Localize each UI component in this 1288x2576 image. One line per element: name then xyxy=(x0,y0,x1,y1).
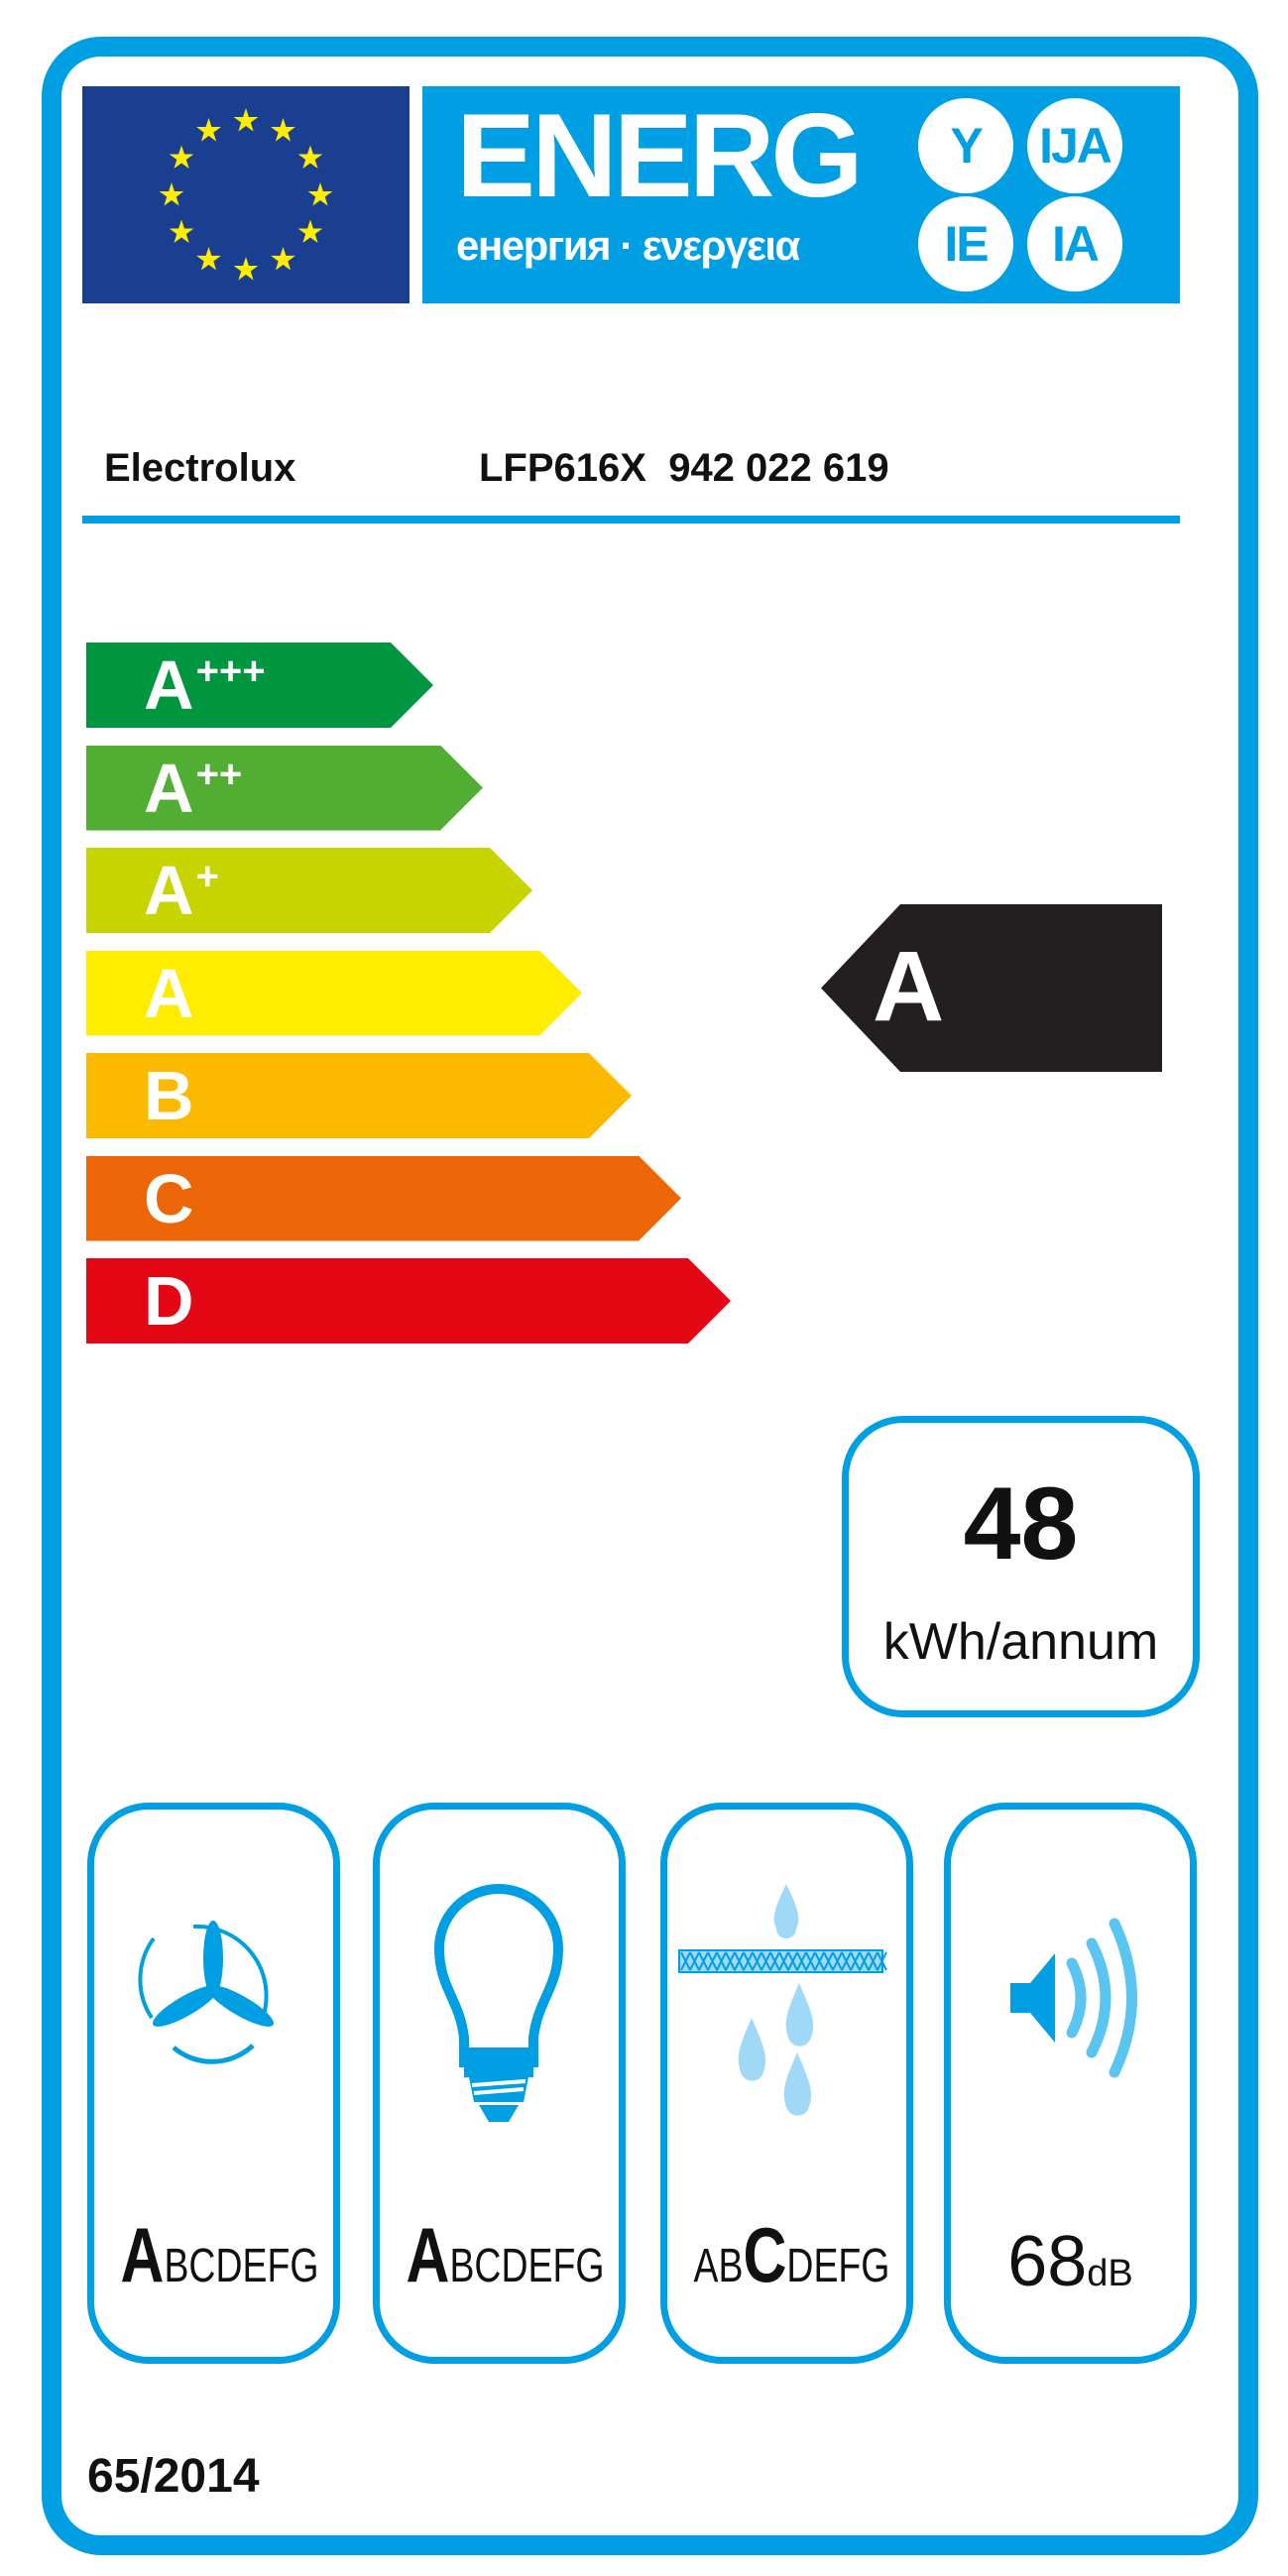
scale-bar: B xyxy=(86,1053,632,1138)
star-icon xyxy=(159,182,184,206)
scale-bar: D xyxy=(86,1258,731,1344)
light-bulb-icon xyxy=(433,1884,564,2122)
fluid-dynamic-class: ABCDEFG xyxy=(120,2211,319,2298)
star-icon xyxy=(307,182,333,206)
suffix-circle: Y xyxy=(918,98,1013,193)
star-icon xyxy=(196,118,221,142)
scale-class-label: A+++ xyxy=(144,646,266,724)
fluid-dynamic-box: ABCDEFG xyxy=(87,1803,340,2364)
scale-class-label: A++ xyxy=(144,749,243,827)
noise-level: 68dB xyxy=(1007,2222,1133,2301)
suffix-circle: IA xyxy=(1027,196,1122,292)
star-icon xyxy=(169,219,194,243)
divider xyxy=(82,516,1180,524)
fan-icon xyxy=(138,1921,274,2064)
suffix-circle: IJA xyxy=(1027,98,1122,193)
noise-box: 68dB xyxy=(944,1803,1197,2364)
consumption-value: 48 xyxy=(963,1466,1079,1581)
rating-arrow xyxy=(821,904,1162,1072)
model-id: LFP616X 942 022 619 xyxy=(479,446,889,490)
supplier-name: Electrolux xyxy=(104,446,296,490)
star-icon xyxy=(271,247,295,271)
grease-filter-box: ABCDEFG xyxy=(660,1803,913,2364)
energy-banner: ENERG енергия · ενεργεια Y IJA IE IA xyxy=(422,86,1180,303)
regulation-number: 65/2014 xyxy=(87,2450,260,2503)
consumption-box: 48 kWh/annum xyxy=(842,1416,1200,1717)
scale-bar: A+++ xyxy=(86,643,433,728)
label-frame xyxy=(42,37,1258,2555)
scale-class-label: D xyxy=(144,1262,194,1340)
speaker-icon xyxy=(1010,1918,1137,2078)
consumption-unit: kWh/annum xyxy=(882,1613,1159,1671)
scale-class-label: A+ xyxy=(144,852,219,929)
scale-bar: C xyxy=(86,1155,681,1241)
star-icon xyxy=(196,247,221,271)
star-icon xyxy=(297,145,323,169)
star-icon xyxy=(271,118,295,142)
scale-class-label: C xyxy=(144,1159,194,1237)
scale-bar: A+ xyxy=(86,848,532,933)
star-icon xyxy=(233,257,259,281)
eu-stars-icon xyxy=(159,108,333,281)
suffix-circle: IE xyxy=(918,196,1013,292)
scale-bar: A xyxy=(86,950,582,1036)
energy-subtitle: енергия · ενεργεια xyxy=(456,222,800,269)
star-icon xyxy=(169,145,194,169)
rating-class: A xyxy=(873,931,945,1042)
grease-filter-class: ABCDEFG xyxy=(693,2211,890,2298)
lighting-class: ABCDEFG xyxy=(406,2211,605,2298)
scale-class-label: B xyxy=(144,1057,194,1134)
lighting-box: ABCDEFG xyxy=(373,1803,626,2364)
energy-word: ENERG xyxy=(456,89,864,222)
star-icon xyxy=(297,219,323,243)
scale-class-label: A xyxy=(144,954,194,1032)
eu-flag xyxy=(82,86,410,303)
grease-filter-icon xyxy=(678,1884,887,2116)
star-icon xyxy=(233,108,259,132)
scale-bar: A++ xyxy=(86,745,483,831)
